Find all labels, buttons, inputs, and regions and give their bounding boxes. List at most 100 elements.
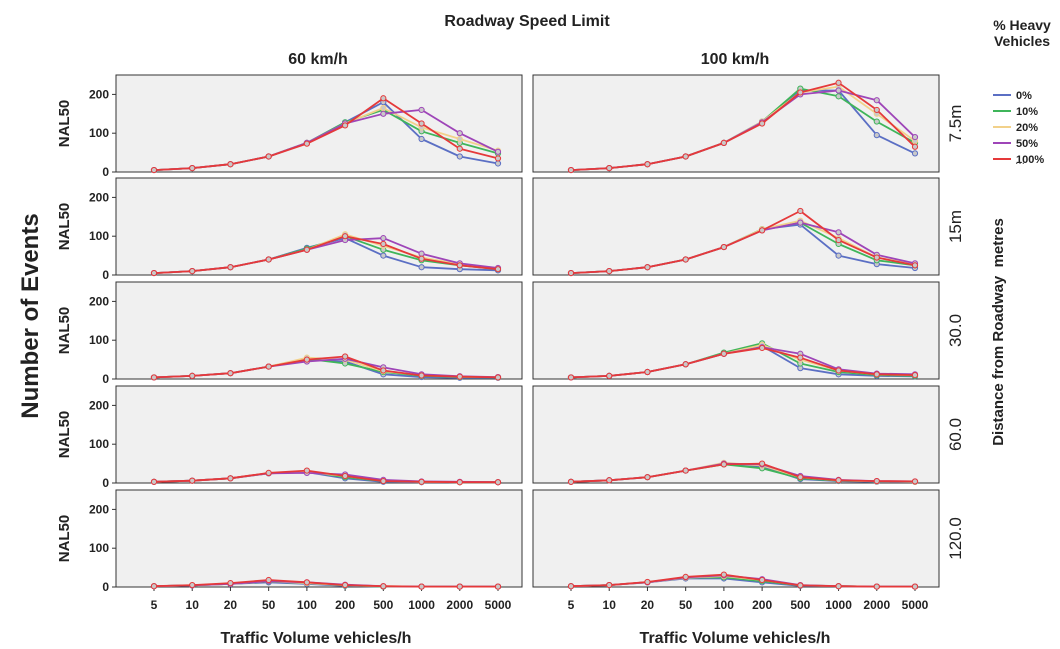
data-point	[418, 250, 425, 257]
data-point	[380, 235, 387, 242]
data-point	[494, 266, 502, 273]
x-tick-label: 2000	[863, 598, 890, 612]
data-point	[567, 374, 575, 381]
data-point	[418, 264, 425, 271]
data-point	[342, 233, 349, 240]
data-point	[418, 106, 425, 114]
data-point	[189, 581, 196, 589]
x-tick-label: 5	[151, 598, 158, 612]
data-point	[265, 363, 272, 370]
panel-1-0: 0 100 200 NAL50	[56, 177, 523, 282]
data-point	[456, 373, 463, 380]
data-point	[380, 477, 387, 485]
data-point	[494, 479, 502, 486]
y-tick-label: 0	[102, 268, 109, 282]
data-point	[835, 477, 842, 484]
data-point	[644, 578, 651, 586]
y-tick-label: 0	[102, 372, 109, 386]
series-line-100%	[153, 469, 498, 484]
y-tick-label: 200	[89, 190, 109, 204]
data-point	[759, 120, 766, 127]
data-point	[606, 372, 613, 379]
legend-title-line2: Vehicles	[994, 33, 1050, 49]
data-point	[873, 477, 880, 485]
data-point	[227, 370, 234, 377]
data-point	[303, 140, 310, 147]
y-tick-label: 0	[102, 476, 109, 490]
panel-frame	[115, 74, 523, 173]
data-point	[797, 89, 804, 96]
data-point	[265, 469, 272, 477]
data-point	[873, 132, 880, 139]
y-tick-label: 200	[89, 294, 109, 308]
y-tick-label: 200	[89, 502, 109, 516]
data-point	[797, 354, 804, 361]
x-tick-label: 20	[224, 598, 238, 612]
data-point	[380, 110, 387, 117]
series-line-100%	[153, 579, 498, 588]
data-point	[418, 478, 425, 485]
series-line-100%	[570, 462, 916, 483]
data-point	[150, 478, 158, 485]
data-point	[797, 207, 804, 215]
x-axis-title-left: Traffic Volume vehicles/h	[221, 630, 412, 647]
data-point	[759, 460, 766, 467]
data-point	[720, 350, 727, 357]
data-point	[911, 583, 919, 590]
data-point	[227, 161, 234, 168]
data-point	[682, 467, 689, 474]
y-tick-label: 200	[89, 398, 109, 412]
data-point	[682, 361, 689, 368]
x-tick-label: 500	[373, 598, 393, 612]
data-point	[797, 219, 804, 226]
data-point	[835, 87, 842, 94]
x-tick-label: 5	[568, 598, 575, 612]
data-point	[494, 374, 502, 381]
x-tick-label: 50	[679, 598, 693, 612]
series-line-100%	[570, 210, 916, 274]
data-point	[567, 166, 575, 174]
row-label: 30.0	[946, 314, 965, 347]
data-point	[567, 583, 575, 590]
y-tick-label: 200	[89, 87, 109, 101]
x-tick-label: 500	[790, 598, 810, 612]
panel-0-0: 0 100 200 NAL50	[56, 74, 523, 179]
x-tick-label: 50	[262, 598, 276, 612]
data-point	[456, 479, 463, 486]
data-point	[567, 269, 575, 277]
data-point	[911, 262, 919, 269]
x-axis-title-right: Traffic Volume vehicles/h	[640, 630, 831, 647]
legend-entries: 0% 10% 20% 50% 100%	[993, 90, 1044, 166]
row-label: 60.0	[946, 418, 965, 451]
data-point	[265, 153, 272, 160]
data-point	[418, 135, 425, 143]
data-point	[150, 374, 158, 381]
data-point	[873, 106, 880, 114]
row-label: 120.0	[946, 517, 965, 560]
panel-1-1: 15m	[532, 177, 965, 277]
panel-2-1: 30.0	[532, 281, 965, 381]
row-label: 15m	[946, 210, 965, 243]
panel-0-1: 7.5m	[532, 74, 965, 174]
x-tick-label: 10	[186, 598, 200, 612]
data-point	[759, 344, 766, 352]
data-point	[342, 472, 349, 480]
legend-label-4: 100%	[1016, 154, 1044, 166]
panel-y-axis-title: NAL50	[56, 100, 73, 148]
data-point	[380, 240, 387, 248]
data-point	[911, 143, 919, 150]
data-point	[911, 372, 919, 379]
x-tick-label: 5000	[485, 598, 512, 612]
data-point	[835, 367, 842, 374]
data-point	[342, 581, 349, 589]
data-point	[873, 371, 880, 378]
data-point	[644, 161, 651, 168]
data-point	[456, 262, 463, 269]
data-point	[380, 367, 387, 374]
data-point	[494, 155, 502, 162]
data-point	[606, 477, 613, 484]
data-point	[494, 583, 502, 590]
data-point	[759, 576, 766, 584]
data-point	[644, 474, 651, 481]
